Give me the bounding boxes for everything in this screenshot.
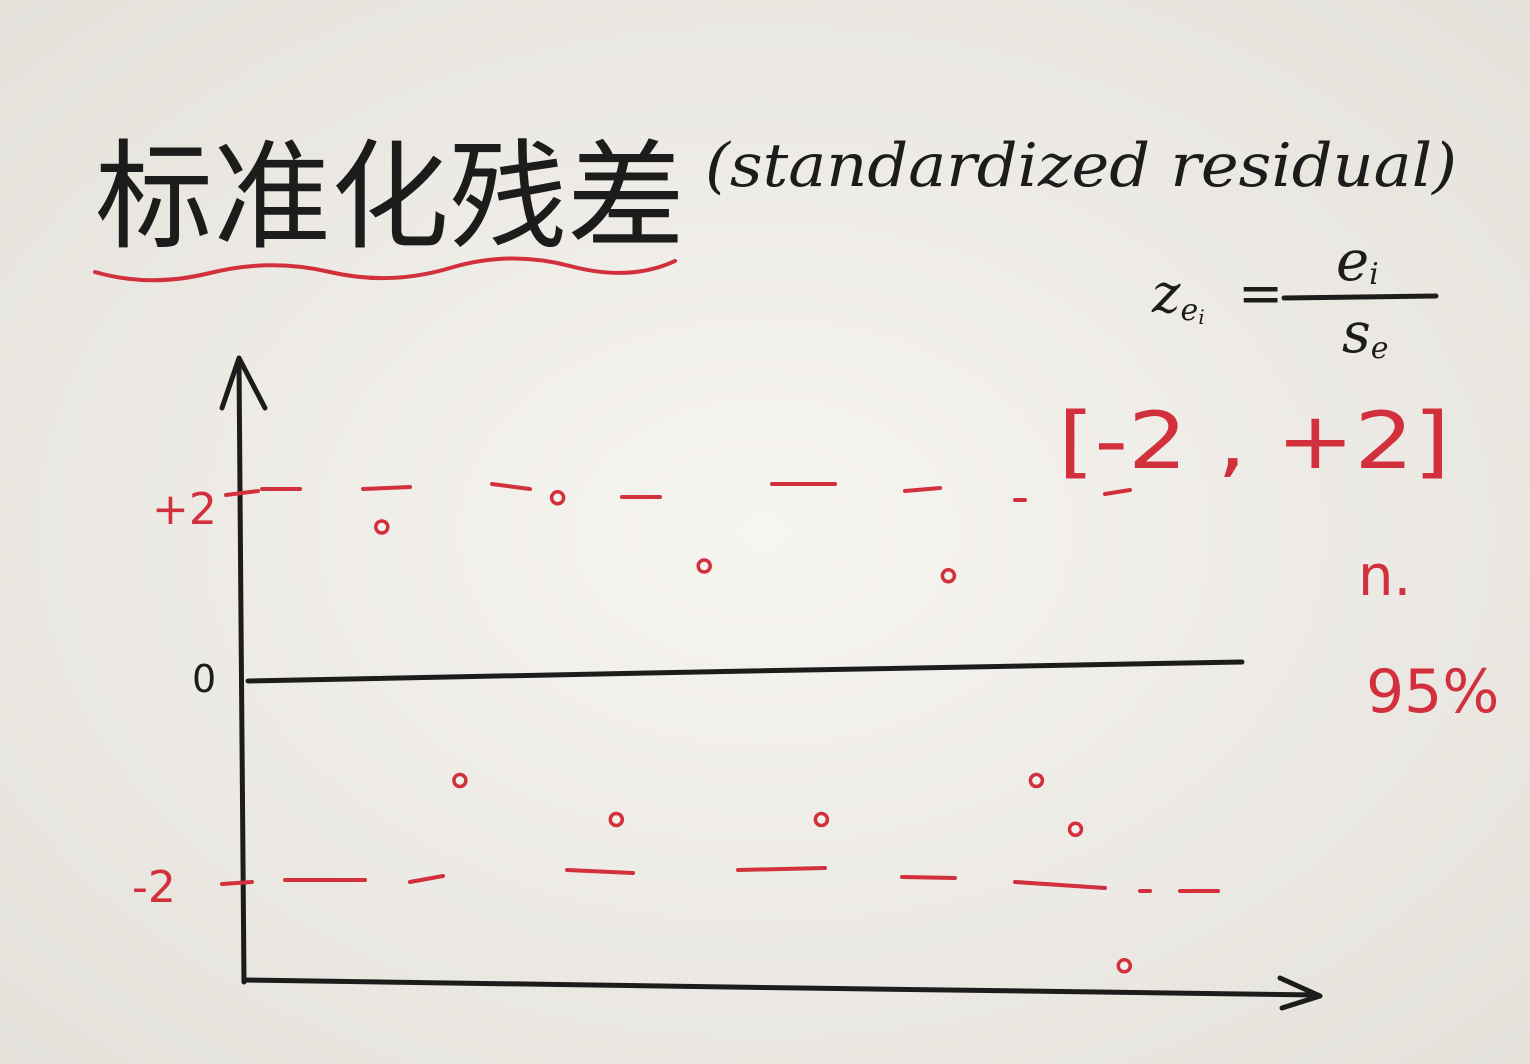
x-axis-arrowhead xyxy=(1277,975,1323,1011)
scatter-point-3 xyxy=(940,568,957,584)
reference-line-dash-minus2-5 xyxy=(1013,880,1107,890)
ytick-label-minus2: -2 xyxy=(132,862,176,913)
reference-line-dash-minus2-2 xyxy=(565,868,635,875)
reference-line-dash-plus2-5 xyxy=(903,486,942,493)
formula-denominator-symbol: s xyxy=(1342,301,1371,366)
reference-line-dash-plus2-1 xyxy=(361,485,412,491)
scatter-points xyxy=(374,490,1133,974)
formula-lhs-symbol: z xyxy=(1151,262,1181,325)
scatter-point-2 xyxy=(696,558,712,574)
formula-lhs: zei xyxy=(1151,262,1205,329)
title-underline xyxy=(93,256,677,283)
scatter-point-0 xyxy=(374,519,390,535)
formula-numerator: ei xyxy=(1336,229,1379,294)
formula-numerator-symbol: e xyxy=(1336,229,1369,294)
x-axis xyxy=(241,977,1321,998)
percent-annotation: 95% xyxy=(1366,657,1499,727)
count-annotation: n. xyxy=(1358,544,1411,609)
reference-line-dash-minus2-4 xyxy=(900,875,957,880)
formula-equals: = xyxy=(1238,262,1283,325)
ytick-label-zero: 0 xyxy=(192,657,216,701)
reference-line-dash-minus2-3 xyxy=(736,866,827,872)
formula-lhs-subscript: e xyxy=(1180,293,1198,328)
scatter-point-6 xyxy=(813,811,830,828)
chart-title: 标准化残差 xyxy=(95,128,685,266)
chart-subtitle: (standardized residual) xyxy=(705,131,1457,201)
ytick-mark-minus2 xyxy=(220,880,254,886)
scatter-point-4 xyxy=(452,772,468,789)
formula-denominator: se xyxy=(1342,301,1389,366)
scatter-point-8 xyxy=(1067,821,1084,838)
formula-numerator-subscript: i xyxy=(1369,257,1379,292)
formula-fraction-bar xyxy=(1281,293,1439,301)
y-axis xyxy=(236,359,247,985)
formula-lhs-subsubscript: i xyxy=(1198,305,1204,329)
formula-denominator-subscript: e xyxy=(1371,331,1389,366)
ytick-label-plus2: +2 xyxy=(152,484,217,535)
interval-annotation: [-2 , +2] xyxy=(1058,397,1450,487)
reference-line-dash-plus2-7 xyxy=(1103,488,1132,496)
zero-line xyxy=(245,659,1245,684)
scatter-point-7 xyxy=(1028,772,1045,789)
ytick-mark-plus2 xyxy=(224,489,260,497)
reference-line-dash-minus2-1 xyxy=(408,874,445,884)
scatter-point-9 xyxy=(1116,958,1133,974)
y-axis-arrowhead xyxy=(219,355,268,411)
formula: zei = ei se xyxy=(1151,229,1439,366)
reference-line-dash-plus2-2 xyxy=(490,482,532,491)
scatter-point-5 xyxy=(608,811,625,828)
scatter-point-1 xyxy=(549,490,566,506)
reference-lines xyxy=(245,482,1245,893)
